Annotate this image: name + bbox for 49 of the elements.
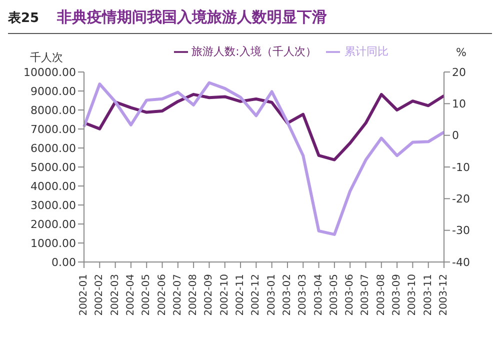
x-tick-label: 2003-05 — [328, 274, 340, 316]
y-tick-label: 9000.00 — [30, 84, 76, 98]
y-tick-label: 1000.00 — [30, 236, 76, 250]
y2-tick-label: -20 — [452, 192, 470, 206]
y-axis-title: 千人次 — [30, 50, 63, 65]
x-tick-label: 2003-01 — [266, 274, 278, 316]
x-tick-label: 2002-08 — [188, 274, 200, 316]
x-tick-label: 2002-02 — [94, 274, 106, 316]
y-tick-label: 7000.00 — [30, 122, 76, 136]
x-tick-label: 2003-12 — [438, 274, 450, 316]
x-tick-label: 2003-03 — [298, 274, 309, 316]
y-tick-label: 0.00 — [52, 256, 76, 269]
x-tick-label: 2002-07 — [172, 274, 184, 316]
x-tick-label: 2002-06 — [156, 274, 168, 316]
line-series — [82, 81, 446, 236]
y2-tick-label: 0 — [452, 129, 459, 142]
x-tick-label: 2003-04 — [313, 274, 324, 316]
x-tick-label: 2003-07 — [360, 274, 372, 316]
x-tick-label: 2003-02 — [282, 274, 293, 316]
legend-label: 累计同比 — [344, 45, 388, 58]
x-tick-label: 2003-11 — [422, 274, 434, 316]
x-tick-label: 2002-01 — [78, 274, 90, 316]
y-tick-label: 5000.00 — [30, 160, 76, 174]
x-tick-label: 2002-12 — [250, 274, 262, 316]
chart-subtitle: 非典疫情期间我国入境旅游人数明显下滑 — [57, 8, 328, 27]
x-tick-label: 2002-05 — [141, 274, 152, 316]
y2-tick-label: -30 — [452, 224, 470, 238]
y2-axis-title: % — [456, 46, 466, 59]
y2-tick-label: -40 — [452, 256, 470, 269]
y2-tick-label: 10 — [452, 98, 466, 111]
y2-tick-label: -10 — [452, 160, 470, 174]
y-tick-label: 6000.00 — [30, 142, 76, 155]
x-tick-label: 2002-09 — [204, 274, 215, 316]
chart-title: 表25 — [8, 10, 40, 27]
x-tick-label: 2003-09 — [392, 274, 403, 316]
y-tick-label: 4000.00 — [30, 180, 76, 193]
y-tick-label: 3000.00 — [30, 198, 76, 212]
x-tick-label: 2002-04 — [125, 274, 136, 316]
y-tick-label: 2000.00 — [30, 218, 76, 231]
x-tick-label: 2003-06 — [344, 274, 356, 316]
x-tick-label: 2002-10 — [219, 274, 230, 316]
y-tick-label: 10000.00 — [24, 66, 76, 79]
y-tick-label: 8000.00 — [30, 104, 76, 117]
x-tick-label: 2003-10 — [407, 274, 418, 316]
x-tick-label: 2002-03 — [110, 274, 121, 316]
y2-tick-label: 20 — [452, 66, 466, 79]
legend-label: 旅游人数:入境（千人次） — [192, 45, 316, 58]
x-tick-label: 2002-11 — [235, 274, 246, 316]
x-tick-label: 2003-08 — [376, 274, 387, 316]
